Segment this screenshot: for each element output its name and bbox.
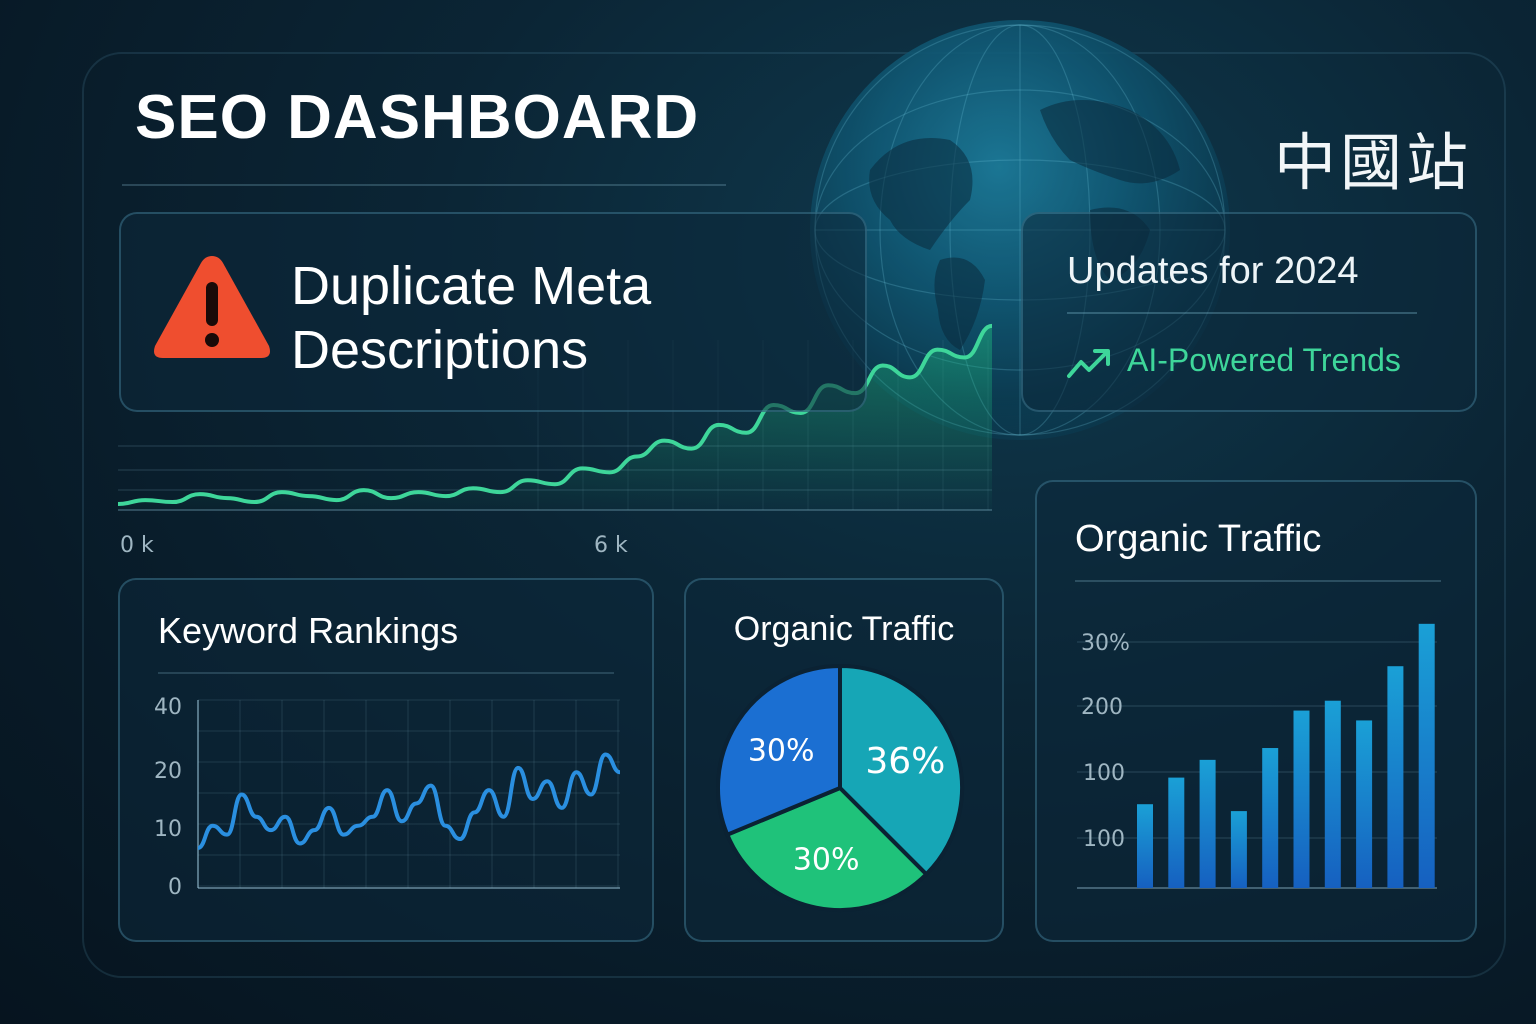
bar	[1387, 666, 1404, 888]
updates-divider	[1067, 312, 1417, 314]
updates-card[interactable]: Updates for 2024 AI-Powered Trends	[1021, 212, 1477, 412]
bar	[1137, 804, 1153, 888]
keyword-rankings-card[interactable]: Keyword Rankings 40 20 10 0	[118, 578, 654, 942]
pie-slice-label: 30%	[793, 842, 860, 877]
y-tick-label: 40	[154, 695, 182, 720]
updates-title: Updates for 2024	[1067, 250, 1359, 292]
y-tick-label: 10	[154, 817, 182, 842]
bar	[1293, 710, 1310, 888]
organic-traffic-pie-card[interactable]: Organic Traffic 36% 30% 30%	[684, 578, 1004, 942]
pie-slice	[838, 663, 964, 878]
traffic-area-chart: 0 k 6 k	[118, 323, 993, 558]
trending-up-icon	[1067, 349, 1110, 378]
pie-slice	[716, 663, 842, 838]
pie-slice-label: 36%	[865, 741, 945, 782]
organic-traffic-bar-title: Organic Traffic	[1075, 518, 1322, 560]
page-title: SEO DASHBOARD	[135, 83, 700, 152]
pie-slice	[724, 785, 930, 912]
bar	[1168, 777, 1185, 888]
bar	[1230, 811, 1247, 888]
organic-traffic-pie-chart: 36% 30% 30%	[716, 663, 964, 912]
x-tick-label: 6 k	[594, 533, 628, 558]
traffic-area-fill	[118, 325, 992, 510]
keyword-rankings-chart: 40 20 10 0	[154, 695, 621, 900]
ai-trends-link[interactable]: AI-Powered Trends	[1127, 342, 1401, 378]
bar	[1262, 748, 1279, 888]
y-tick-label: 100	[1083, 827, 1125, 852]
alert-card[interactable]: Duplicate Meta Descriptions	[119, 212, 867, 412]
y-tick-label: 0	[168, 875, 182, 900]
title-divider	[122, 184, 726, 186]
dashboard-frame	[82, 52, 1506, 978]
y-tick-label: 100	[1083, 761, 1125, 786]
warning-icon	[154, 256, 270, 358]
bar	[1356, 720, 1373, 888]
keyword-rankings-line	[197, 752, 621, 850]
y-tick-label: 200	[1081, 695, 1123, 720]
alert-message: Duplicate Meta Descriptions	[291, 256, 652, 380]
pie-slice-label: 30%	[748, 734, 815, 769]
site-name: 中國站	[1274, 126, 1473, 199]
bar	[1324, 700, 1341, 888]
y-tick-label: 20	[154, 759, 182, 784]
organic-traffic-bar-chart: 30% 200 100 100	[1077, 623, 1437, 889]
organic-traffic-bar-divider	[1075, 580, 1441, 582]
keyword-rankings-divider	[158, 672, 614, 674]
bar	[1199, 759, 1216, 888]
organic-traffic-bar-card[interactable]: Organic Traffic 30% 200 100 100	[1035, 480, 1477, 942]
x-tick-label: 0 k	[120, 533, 154, 558]
keyword-rankings-title: Keyword Rankings	[158, 610, 459, 651]
bar	[1418, 623, 1435, 888]
organic-traffic-pie-title: Organic Traffic	[733, 610, 955, 648]
y-tick-label: 30%	[1081, 631, 1130, 656]
